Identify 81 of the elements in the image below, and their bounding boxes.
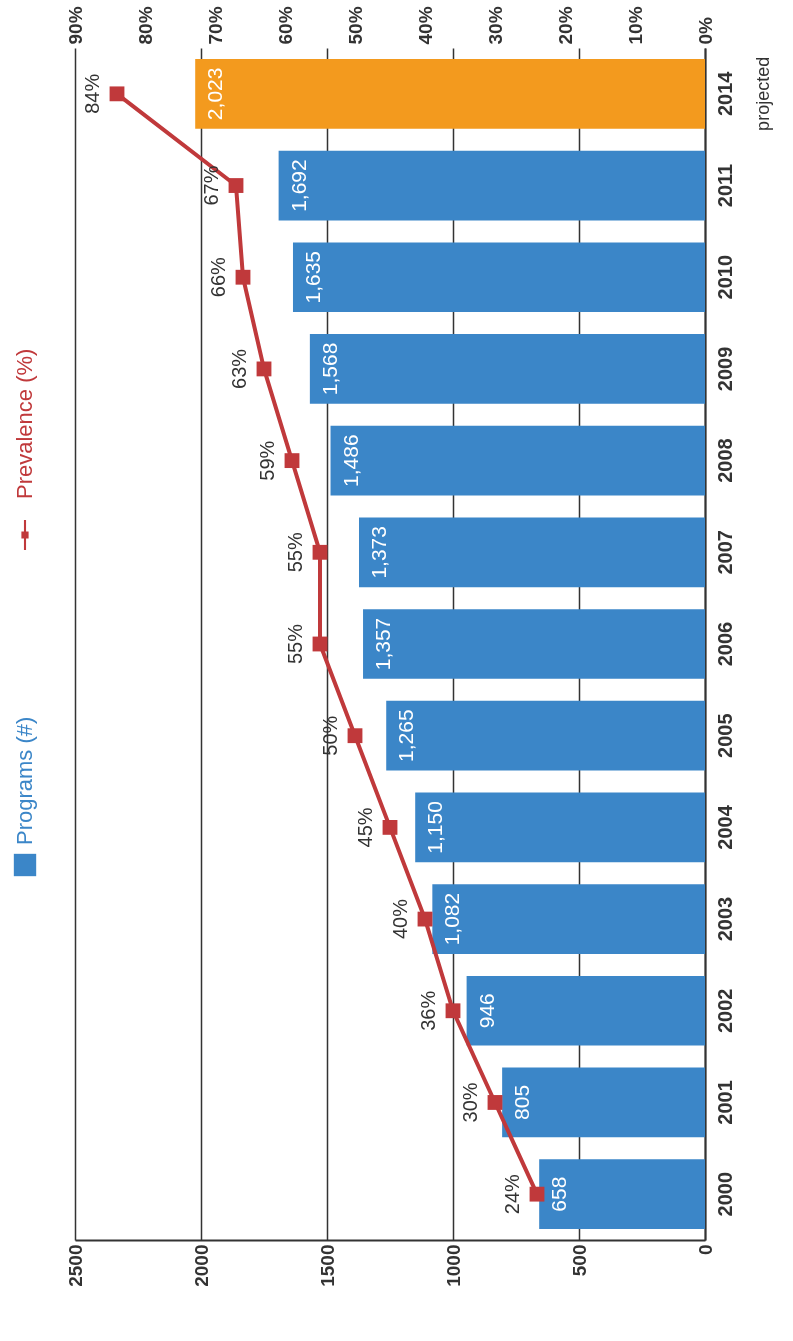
bar	[539, 1159, 705, 1229]
data-label: 40%	[389, 898, 411, 940]
data-label: 1,486	[338, 434, 362, 487]
data-label: 1,692	[286, 159, 310, 212]
data-label: 45%	[354, 807, 376, 848]
bar	[386, 700, 705, 771]
data-label: 63%	[228, 348, 250, 389]
bar	[292, 242, 705, 313]
data-label: 1,568	[317, 342, 341, 396]
bar	[359, 517, 705, 588]
x-tick-label: 500	[568, 1244, 590, 1277]
bar	[502, 1067, 705, 1138]
y-tick-label: 2011	[713, 163, 736, 208]
point	[382, 819, 398, 835]
point	[109, 86, 125, 102]
data-label: 67%	[200, 165, 222, 206]
bar	[363, 609, 705, 679]
data-label: 946	[474, 993, 498, 1029]
data-label: 805	[510, 1084, 534, 1120]
data-label: 658	[547, 1176, 571, 1212]
text: projected	[753, 56, 773, 131]
data-label: 1,357	[371, 617, 395, 671]
bar	[278, 150, 705, 221]
data-label: 1,373	[367, 526, 390, 579]
data-label: 50%	[319, 715, 341, 756]
y-tick-label: 2005	[713, 713, 736, 758]
data-label: 1,265	[394, 709, 418, 762]
y-tick-label: 2014	[713, 70, 736, 117]
bar	[330, 425, 705, 496]
x-tick-label: 2000	[190, 1244, 212, 1287]
data-label: 1,082	[440, 892, 464, 946]
point	[228, 178, 244, 193]
point	[487, 1095, 503, 1110]
data-label: 1,635	[300, 250, 324, 304]
point	[347, 728, 363, 744]
x2-tick-label: 0%	[694, 16, 716, 45]
x2-tick-label: 60%	[274, 6, 296, 45]
point	[235, 269, 251, 285]
point	[445, 1003, 461, 1019]
y-tick-label: 2002	[713, 988, 736, 1034]
y-tick-label: 2000	[713, 1171, 736, 1217]
data-label: 30%	[459, 1082, 481, 1123]
data-label: 24%	[501, 1173, 523, 1215]
x2-tick-label: 80%	[134, 6, 156, 45]
x2-tick-label: 20%	[554, 6, 576, 45]
y-tick-label: 2008	[713, 438, 736, 483]
x-tick-label: 2500	[64, 1244, 86, 1287]
x2-tick-label: 50%	[344, 6, 366, 45]
y-tick-label: 2004	[713, 804, 736, 850]
point	[312, 544, 328, 560]
y-tick-label: 2003	[713, 896, 736, 942]
point	[529, 1186, 545, 1202]
data-label: 59%	[256, 440, 278, 481]
y-tick-label: 2006	[713, 621, 736, 667]
x-tick-label: 1500	[316, 1244, 338, 1287]
point	[284, 453, 300, 469]
x2-tick-label: 70%	[204, 6, 226, 45]
y-tick-label: 2007	[713, 530, 736, 575]
bar	[309, 334, 705, 404]
x-tick-label: 0	[694, 1244, 716, 1256]
data-label: 1,150	[423, 801, 447, 854]
bar	[415, 792, 705, 863]
x2-tick-label: 30%	[484, 6, 506, 45]
data-label: 36%	[417, 990, 439, 1031]
y-tick-label: 2001	[713, 1080, 736, 1125]
y-tick-label: 2010	[713, 254, 736, 300]
data-label: 84%	[81, 73, 103, 114]
text: Prevalence (%)	[12, 348, 37, 499]
x2-tick-label: 90%	[64, 6, 86, 45]
bar	[466, 975, 705, 1046]
data-label: 2,023	[203, 67, 227, 121]
data-label: 66%	[207, 257, 229, 298]
bar	[195, 59, 705, 129]
x-tick-label: 1000	[442, 1244, 464, 1287]
bar	[432, 884, 705, 954]
x2-tick-label: 10%	[624, 6, 646, 45]
y-tick-label: 2009	[713, 346, 736, 392]
text: Programs (#)	[12, 716, 37, 845]
data-label: 55%	[284, 623, 306, 665]
x2-tick-label: 40%	[414, 6, 436, 45]
data-label: 55%	[284, 532, 306, 573]
